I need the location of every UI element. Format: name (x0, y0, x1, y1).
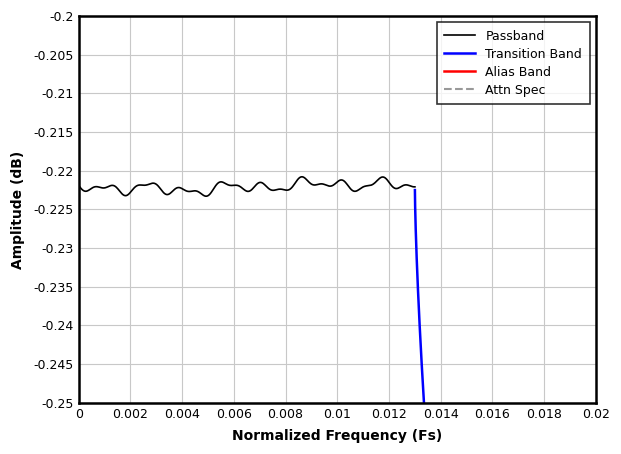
Passband (411, 184, 419, 190)
Y-axis label: Amplitude (dB): Amplitude (dB) (11, 150, 25, 268)
Transition Band (419, 387, 427, 393)
Passband (161, 191, 169, 197)
Legend: Passband, Transition Band, Alias Band, Attn Spec: Passband, Transition Band, Alias Band, A… (437, 22, 590, 104)
Transition Band (420, 400, 428, 405)
Passband (202, 193, 210, 199)
Transition Band (413, 253, 420, 258)
Transition Band (411, 188, 419, 193)
Passband (228, 183, 235, 188)
Transition Band (412, 217, 419, 222)
Passband (301, 175, 308, 180)
Passband (274, 187, 281, 192)
Passband (298, 174, 306, 179)
Passband (329, 183, 337, 188)
Transition Band (420, 392, 427, 398)
Transition Band (412, 210, 419, 215)
Line: Transition Band: Transition Band (415, 190, 424, 403)
Transition Band (414, 271, 421, 277)
Line: Passband: Passband (79, 177, 415, 196)
Passband (75, 183, 83, 188)
X-axis label: Normalized Frequency (Fs): Normalized Frequency (Fs) (232, 429, 442, 443)
Passband (135, 183, 142, 188)
